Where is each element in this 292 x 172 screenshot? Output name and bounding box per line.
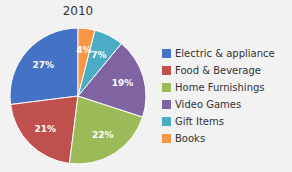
legend-label: Video Games xyxy=(175,99,241,110)
title: 2010 xyxy=(63,4,94,18)
pie-slice xyxy=(10,28,78,105)
pie-slice xyxy=(11,96,78,163)
legend-label: Books xyxy=(175,133,205,144)
chart: 2010 27% 21% 22% 19% 7%4% Electric & appliance… xyxy=(0,0,292,172)
data-label: 27% xyxy=(33,60,55,70)
data-label: 19% xyxy=(112,78,134,88)
legend-label: Food & Beverage xyxy=(175,65,261,76)
data-label: 21% xyxy=(35,124,57,134)
legend-swatch xyxy=(162,49,171,58)
data-label: 22% xyxy=(92,130,114,140)
legend-swatch xyxy=(162,66,171,75)
legend-swatch xyxy=(162,134,171,143)
data-label: 7% xyxy=(91,50,106,60)
legend: Electric & appliance Food & Beverage Home … xyxy=(162,48,275,144)
data-label: 4% xyxy=(76,45,91,55)
legend-swatch xyxy=(162,83,171,92)
pie xyxy=(10,28,146,164)
legend-label: Home Furnishings xyxy=(175,82,265,93)
legend-label: Gift Items xyxy=(175,116,224,127)
legend-swatch xyxy=(162,100,171,109)
legend-label: Electric & appliance xyxy=(175,48,275,59)
legend-swatch xyxy=(162,117,171,126)
data-labels: 27% 21% 22% 19% 7%4% xyxy=(33,45,134,140)
pie-slice xyxy=(78,28,95,96)
